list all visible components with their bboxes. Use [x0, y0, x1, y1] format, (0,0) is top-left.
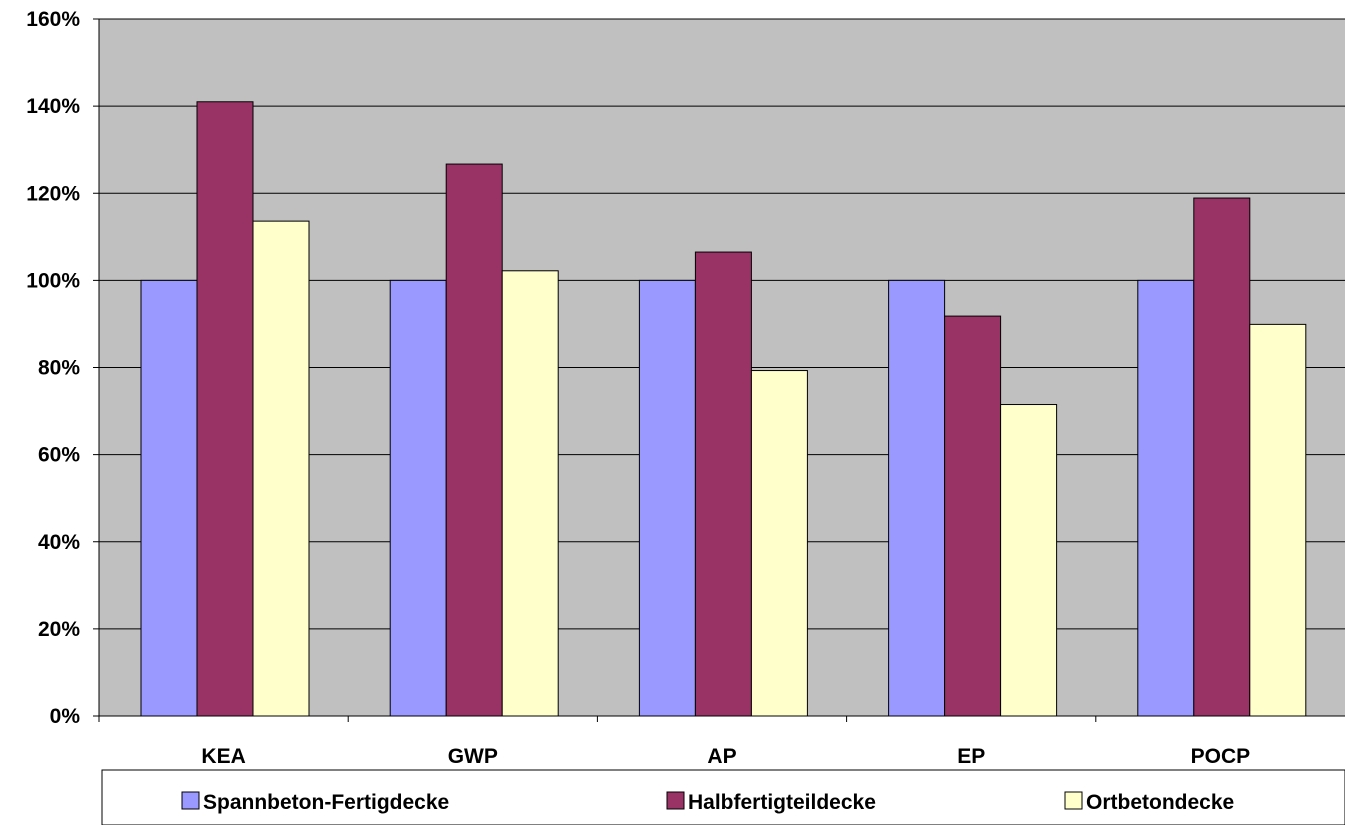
bar-halbfertigteildecke-ep [944, 315, 1002, 717]
y-tick-labels: 0% 20% 40% 60% 80% 100% 120% 140% 160% [26, 8, 80, 728]
bar-spannbeton-fertigdecke-ep [888, 279, 946, 717]
category-label: GWP [448, 745, 498, 768]
legend: Spannbeton-Fertigdecke Halbfertigteildeck… [101, 769, 1345, 825]
category-labels: KEA GWP AP EP POCP [201, 745, 1250, 768]
legend-swatch [666, 791, 685, 810]
bar-ortbetondecke-gwp [501, 270, 559, 717]
legend-label: Spannbeton-Fertigdecke [203, 791, 449, 814]
bar-halbfertigteildecke-gwp [445, 163, 503, 717]
bar-spannbeton-fertigdecke-gwp [389, 279, 447, 717]
y-tick-label: 20% [38, 618, 80, 641]
legend-swatch [181, 791, 200, 810]
bar-ortbetondecke-pocp [1249, 323, 1307, 717]
y-tick-label: 140% [26, 95, 80, 118]
category-label: AP [707, 745, 736, 768]
bar-spannbeton-fertigdecke-kea [140, 279, 198, 717]
bar-ortbetondecke-ep [1000, 404, 1058, 717]
category-label: EP [957, 745, 985, 768]
bar-spannbeton-fertigdecke-ap [638, 279, 696, 717]
bar-spannbeton-fertigdecke-pocp [1137, 279, 1195, 717]
y-tick-label: 100% [26, 269, 80, 292]
category-label: POCP [1191, 745, 1251, 768]
y-tick-label: 80% [38, 357, 80, 380]
axes [93, 18, 1345, 722]
y-tick-label: 60% [38, 444, 80, 467]
bar-halbfertigteildecke-kea [196, 101, 254, 717]
y-tick-label: 40% [38, 531, 80, 554]
y-tick-label: 160% [26, 8, 80, 31]
bars [140, 101, 1307, 717]
category-label: KEA [201, 745, 245, 768]
legend-label: Ortbetondecke [1086, 791, 1234, 814]
bar-ortbetondecke-ap [750, 370, 808, 717]
y-tick-label: 120% [26, 182, 80, 205]
bar-halbfertigteildecke-pocp [1193, 197, 1251, 717]
legend-box [101, 769, 1345, 825]
y-tick-label: 0% [50, 705, 81, 728]
legend-label: Halbfertigteildecke [688, 791, 876, 814]
bar-ortbetondecke-kea [252, 220, 310, 717]
bar-halbfertigteildecke-ap [694, 251, 752, 717]
legend-swatch [1064, 791, 1083, 810]
